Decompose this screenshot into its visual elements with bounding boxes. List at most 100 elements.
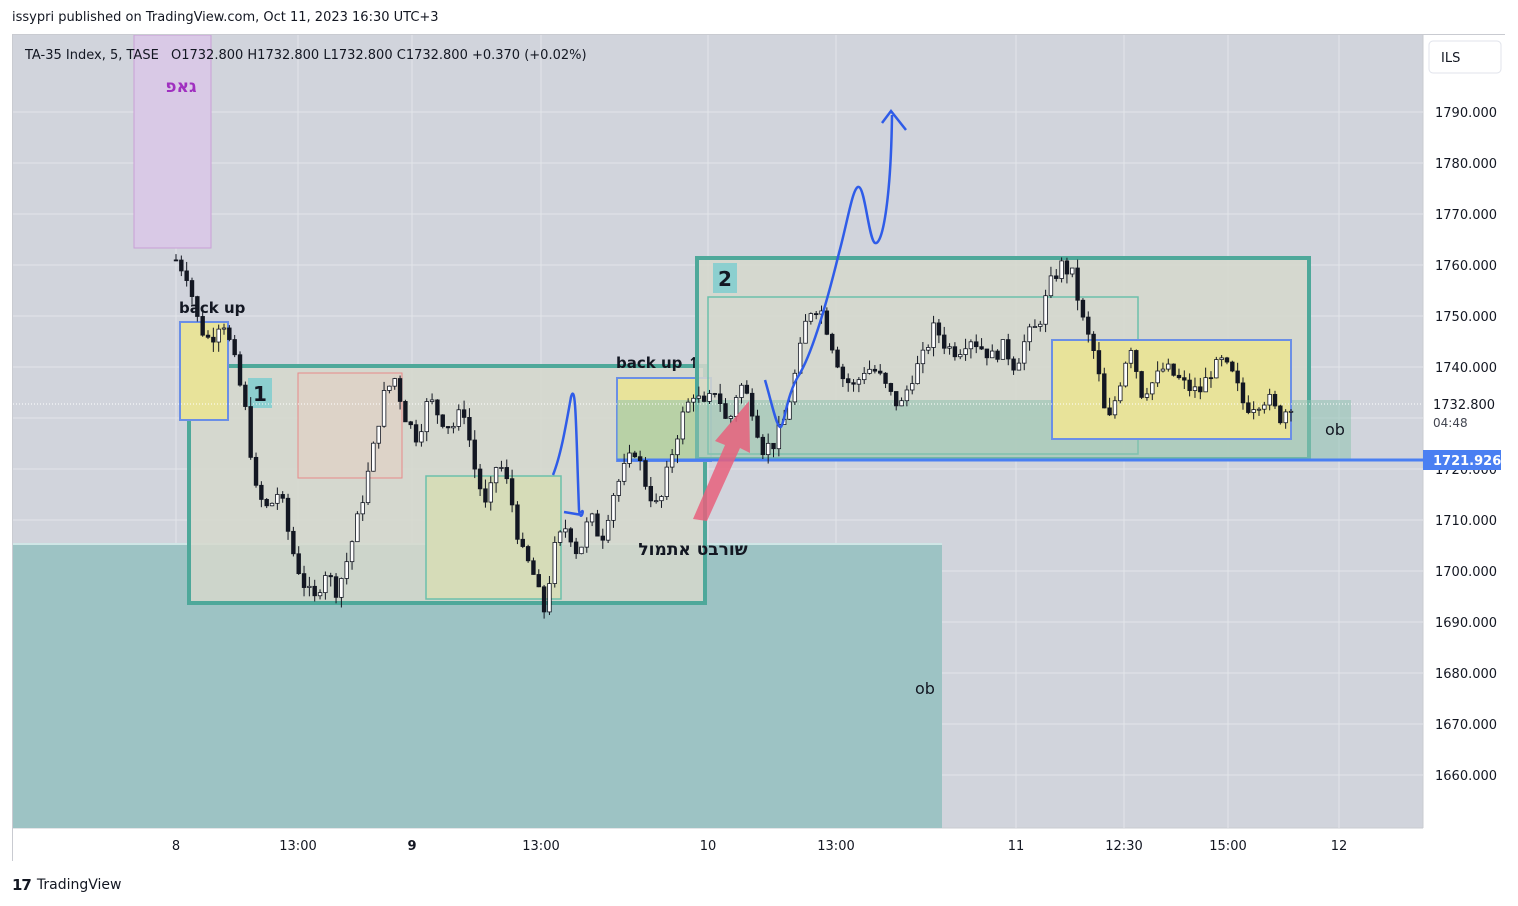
candle-body xyxy=(867,368,872,374)
candle-body xyxy=(531,560,536,575)
last-price-tag xyxy=(1425,393,1505,433)
candle-body xyxy=(248,406,253,458)
candle-body xyxy=(387,385,392,391)
candle-body xyxy=(253,456,259,486)
candle-body xyxy=(920,349,926,365)
candle-body xyxy=(280,494,285,499)
candle-body xyxy=(1016,362,1022,371)
candle-body xyxy=(488,482,493,503)
candle-body xyxy=(573,541,579,555)
candle-body xyxy=(499,467,504,469)
candle-body xyxy=(1112,400,1118,416)
candle-body xyxy=(990,350,995,359)
chart-svg[interactable]: גאפ back up 1 back up ↑ 2 ob ob xyxy=(13,35,1506,862)
candle-body xyxy=(1235,370,1240,384)
chart-pane[interactable]: גאפ back up 1 back up ↑ 2 ob ob xyxy=(12,34,1506,862)
candle-body xyxy=(301,573,307,588)
candle-body xyxy=(195,296,200,317)
candle-body xyxy=(1155,370,1160,384)
price-tick-label: 1770.000 xyxy=(1435,208,1497,223)
price-tick-label: 1680.000 xyxy=(1435,667,1497,682)
tradingview-brand-text: TradingView xyxy=(36,877,122,893)
candle-body xyxy=(584,521,589,548)
candle-body xyxy=(675,438,680,456)
candle-body xyxy=(1251,409,1256,413)
candle-body xyxy=(1144,393,1150,398)
currency-badge[interactable] xyxy=(1428,40,1502,74)
candle-body xyxy=(1139,371,1144,398)
candle-body xyxy=(467,417,472,441)
candle-body xyxy=(862,372,867,381)
candle-body xyxy=(1075,267,1080,301)
candle-body xyxy=(435,399,440,416)
candle-body xyxy=(1160,368,1166,372)
candle-body xyxy=(349,541,355,563)
candle-body xyxy=(493,467,499,484)
candle-body xyxy=(1059,260,1064,279)
candle-body xyxy=(936,322,942,336)
key-level-value: 1721.926 xyxy=(1433,454,1501,469)
publish-credit: issypri published on TradingView.com, Oc… xyxy=(12,10,439,25)
candle-body xyxy=(707,393,712,402)
price-tick-label: 1700.000 xyxy=(1435,565,1497,580)
candle-body xyxy=(952,346,958,358)
candle-body xyxy=(1256,408,1262,411)
candle-body xyxy=(1011,358,1016,371)
candle-body xyxy=(451,425,456,429)
candle-body xyxy=(307,585,312,588)
candle-body xyxy=(525,546,531,562)
gap-label: גאפ xyxy=(165,77,197,97)
box-1-badge xyxy=(248,378,272,408)
projection-drawing-2 xyxy=(763,108,907,429)
candle-body xyxy=(739,384,744,398)
candle-body xyxy=(461,409,467,418)
candle-body xyxy=(600,535,605,541)
candle-body xyxy=(813,313,819,316)
tradingview-logo[interactable]: 17 TradingView xyxy=(12,876,121,894)
candle-body xyxy=(429,399,435,402)
candle-body xyxy=(504,467,509,480)
candle-body xyxy=(312,585,317,597)
candle-body xyxy=(910,383,915,391)
candle-body xyxy=(403,401,408,423)
candle-body xyxy=(205,334,211,338)
candle-body xyxy=(627,452,632,464)
candle-body xyxy=(595,513,600,537)
candle-body xyxy=(723,403,728,419)
candle-body xyxy=(1000,339,1006,360)
candle-body xyxy=(835,349,840,368)
candle-body xyxy=(179,259,184,272)
candle-body xyxy=(541,586,547,613)
candle-body xyxy=(669,454,675,468)
time-axis[interactable] xyxy=(13,828,1506,862)
candle-body xyxy=(296,553,301,575)
projection-drawing-1 xyxy=(551,392,584,517)
candle-body xyxy=(760,436,766,456)
candle-body xyxy=(1043,295,1048,325)
candle-body xyxy=(1022,341,1027,364)
candle-body xyxy=(189,280,195,297)
candle-body xyxy=(1187,379,1192,391)
candle-body xyxy=(237,354,243,386)
candle-body xyxy=(317,592,323,597)
time-label: 13:00 xyxy=(522,839,559,854)
candle-body xyxy=(942,334,947,349)
candle-body xyxy=(1192,386,1198,391)
candle-body xyxy=(659,496,664,502)
candle-body xyxy=(808,313,814,322)
candle-body xyxy=(851,382,856,385)
candle-body xyxy=(392,378,397,387)
red-subrange-box xyxy=(297,372,403,479)
candle-body xyxy=(1086,316,1091,335)
candle-body xyxy=(424,401,429,433)
candle-body xyxy=(365,470,371,504)
candle-body xyxy=(984,348,990,359)
candle-body xyxy=(1224,357,1230,363)
candle-body xyxy=(216,328,221,343)
candle-body xyxy=(846,378,851,384)
legend-ohlc: O1732.800 H1732.800 L1732.800 C1732.800 … xyxy=(171,48,587,63)
candle-body xyxy=(1134,350,1139,372)
candle-body xyxy=(840,366,846,380)
candle-body xyxy=(1054,275,1059,279)
candle-body xyxy=(894,391,899,407)
